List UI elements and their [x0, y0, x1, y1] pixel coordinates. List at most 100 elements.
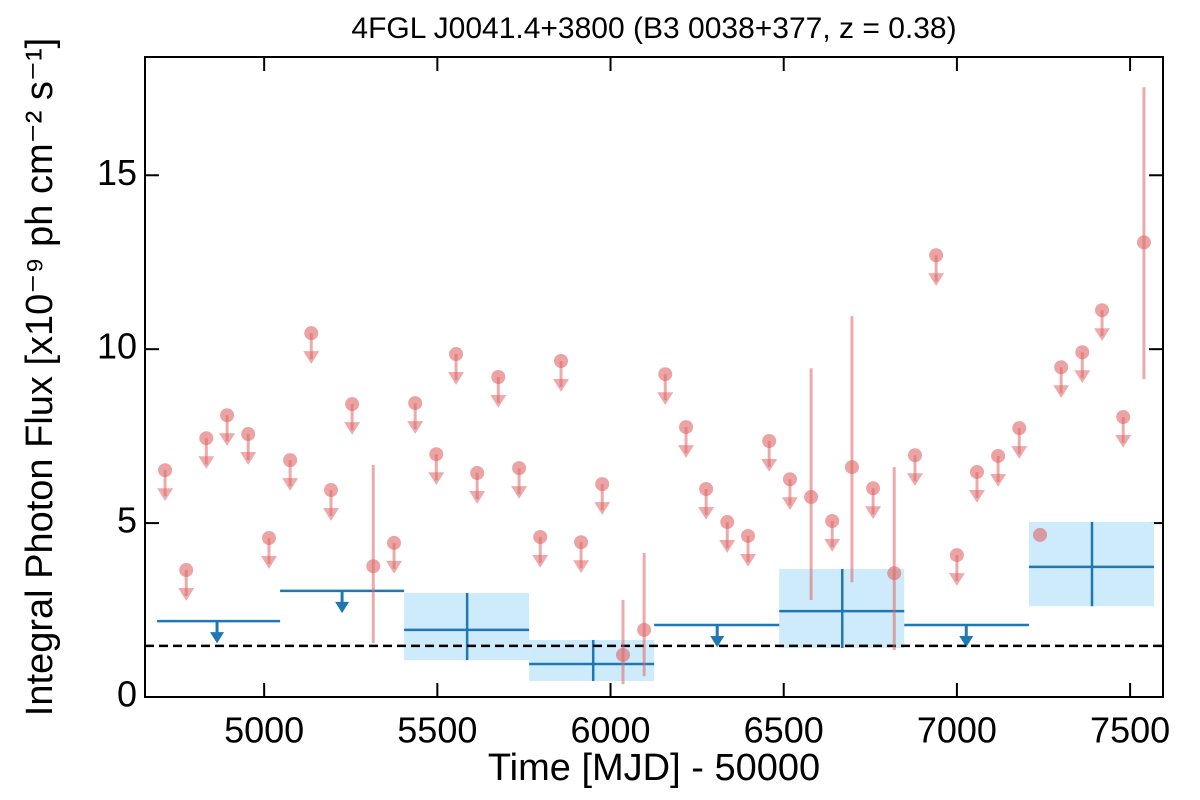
upper-limit-arrow-head: [428, 472, 445, 486]
flux-point: [825, 514, 840, 528]
flux-point: [1075, 345, 1090, 360]
upper-limit-arrow-head: [210, 632, 225, 644]
upper-limit-arrow-head: [219, 433, 236, 447]
flux-point: [866, 481, 881, 496]
y-axis-label: Integral Photon Flux [x10⁻⁹ ph cm⁻² s⁻¹]: [19, 38, 61, 716]
upper-limit-arrow-head: [990, 473, 1007, 487]
flux-point: [491, 370, 506, 384]
chart-title: 4FGL J0041.4+3800 (B3 0038+377, z = 0.38…: [351, 12, 956, 45]
upper-limit-arrow-head: [761, 459, 778, 472]
flux-point: [804, 490, 819, 504]
upper-limit-arrow-head: [1094, 328, 1111, 342]
flux-point: [1095, 303, 1110, 318]
flux-point: [470, 466, 485, 480]
upper-limit-arrow-head: [261, 556, 278, 569]
upper-limit-arrow-head: [240, 452, 257, 465]
upper-limit-arrow-head: [323, 508, 340, 521]
upper-limit-arrow-head: [1011, 446, 1028, 459]
flux-point: [429, 447, 444, 462]
flux-point: [1054, 360, 1069, 375]
upper-limit-arrow-head: [906, 473, 923, 487]
y-tick-label: 5: [117, 500, 137, 541]
flux-point: [512, 461, 527, 476]
upper-limit-arrow-head: [865, 506, 882, 520]
flux-point: [741, 528, 756, 543]
plot-frame: [144, 56, 1164, 698]
upper-limit-arrow-head: [948, 573, 965, 586]
flux-point: [595, 477, 610, 492]
flux-point: [574, 535, 589, 550]
upper-limit-arrow-head: [490, 395, 507, 408]
upper-limit-arrow-head: [282, 478, 299, 491]
flux-point: [387, 535, 402, 550]
upper-limit-arrow-head: [552, 379, 569, 392]
y-tick-label: 0: [117, 674, 137, 715]
x-tick-label: 7500: [1090, 710, 1170, 751]
upper-limit-arrow-head: [968, 489, 985, 503]
flux-point: [637, 622, 652, 637]
upper-limit-arrow-head: [573, 560, 590, 574]
flux-point: [345, 397, 360, 412]
flux-point: [199, 431, 214, 446]
flux-point: [158, 463, 173, 478]
upper-limit-arrow-head: [959, 636, 974, 648]
upper-limit-arrow-head: [157, 488, 174, 502]
flux-point: [366, 559, 381, 574]
error-band: [529, 639, 655, 681]
upper-limit-arrow-head: [532, 555, 549, 568]
x-tick-label: 7000: [917, 710, 997, 751]
flux-point: [324, 483, 339, 498]
upper-limit-arrow-head: [303, 351, 320, 364]
upper-limit-arrow-head: [678, 445, 695, 458]
flux-point: [615, 647, 630, 662]
upper-limit-arrow-head: [198, 456, 215, 470]
upper-limit-arrow-head: [335, 601, 350, 614]
flux-point: [782, 472, 797, 487]
flux-point: [929, 248, 944, 263]
flux-point: [408, 396, 423, 411]
flux-point: [283, 453, 298, 468]
upper-limit-arrow-head: [511, 486, 528, 499]
flux-point: [969, 464, 984, 479]
x-tick-label: 6500: [744, 710, 824, 751]
x-tick-label: 6000: [570, 710, 650, 751]
upper-limit-arrow-head: [824, 539, 841, 552]
flux-point: [304, 326, 319, 341]
flux-point: [762, 434, 777, 448]
upper-limit-arrow-head: [781, 497, 798, 511]
flux-point: [844, 460, 859, 475]
flux-point: [1116, 410, 1131, 424]
upper-limit-arrow-head: [386, 560, 403, 574]
upper-limit-arrow-head: [1115, 435, 1132, 448]
upper-limit-arrow-head: [469, 491, 486, 504]
upper-limit-arrow-head: [1074, 370, 1091, 384]
flux-point: [949, 548, 964, 563]
flux-point: [179, 563, 194, 578]
upper-limit-arrow-head: [448, 372, 465, 385]
flux-point: [449, 347, 464, 362]
flux-point: [699, 482, 714, 496]
flux-point: [533, 530, 548, 544]
x-axis-label: Time [MJD] - 50000: [488, 747, 820, 789]
flux-point: [1012, 421, 1027, 436]
flux-point: [553, 354, 568, 368]
upper-limit-arrow-head: [594, 502, 611, 515]
upper-limit-arrow-head: [698, 507, 715, 520]
flux-point: [262, 531, 277, 546]
upper-limit-arrow-head: [407, 421, 424, 434]
x-tick-label: 5000: [224, 710, 304, 751]
flux-point: [991, 448, 1006, 463]
flux-point: [907, 448, 922, 463]
upper-limit-arrow-head: [719, 540, 736, 553]
y-tick-label: 10: [97, 326, 137, 367]
upper-limit-arrow-head: [928, 273, 945, 287]
upper-limit-arrow-head: [178, 588, 195, 601]
flux-point: [720, 515, 735, 530]
x-tick-label: 5500: [397, 710, 477, 751]
upper-limit-arrow-head: [344, 422, 361, 435]
upper-limit-arrow-head: [740, 553, 757, 567]
flux-point: [658, 367, 673, 382]
flux-point: [1033, 527, 1048, 542]
